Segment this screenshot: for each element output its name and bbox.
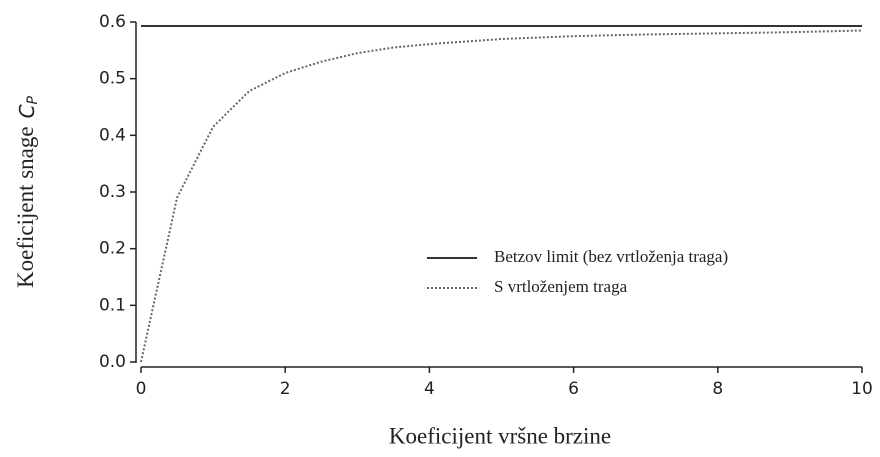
x-tick-label: 8 <box>712 379 723 399</box>
y-tick-label: 0.5 <box>99 69 126 89</box>
x-tick-label: 4 <box>424 379 435 399</box>
y-label-subscript: P <box>25 95 41 104</box>
y-tick-label: 0.6 <box>99 12 126 32</box>
legend-label: S vrtloženjem traga <box>494 277 628 296</box>
x-axis-label: Koeficijent vršne brzine <box>389 423 611 448</box>
y-tick-label: 0.2 <box>99 239 126 259</box>
series-line <box>140 29 863 363</box>
y-tick-label: 0.0 <box>99 352 126 372</box>
y-label-text: Koeficijent snage <box>13 126 38 288</box>
y-tick-label: 0.1 <box>99 295 126 315</box>
x-tick-label: 6 <box>568 379 579 399</box>
y-label-symbol: C <box>15 104 39 118</box>
x-tick-label: 0 <box>136 379 147 399</box>
x-tick-label: 10 <box>851 379 873 399</box>
y-axis-label: Koeficijent snage CP <box>13 95 41 288</box>
y-tick-label: 0.4 <box>99 125 126 145</box>
y-tick-label: 0.3 <box>99 182 126 202</box>
x-tick-label: 2 <box>280 379 291 399</box>
legend-label: Betzov limit (bez vrtloženja traga) <box>494 247 728 266</box>
